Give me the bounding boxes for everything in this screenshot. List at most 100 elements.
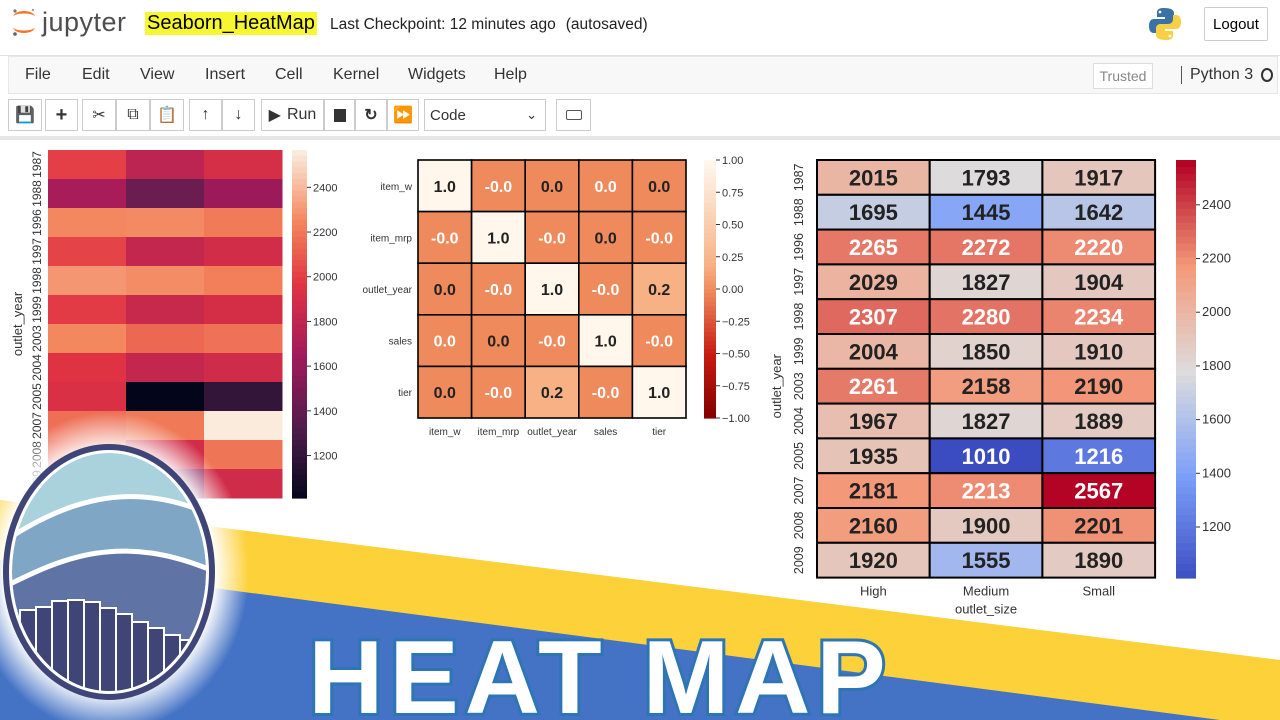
paste-button[interactable]: 📋 <box>150 99 184 131</box>
notebook-header: jupyter Seaborn_HeatMap Last Checkpoint:… <box>0 0 1280 56</box>
menu-file[interactable]: File <box>25 66 51 83</box>
interrupt-button[interactable] <box>324 99 355 131</box>
colorbar-segment <box>292 254 307 261</box>
restart-button[interactable]: ↻ <box>355 99 387 131</box>
colorbar-segment <box>1176 459 1196 468</box>
column-tick-label: sales <box>594 427 617 438</box>
heatmap-cell <box>417 313 473 368</box>
checkpoint-text: Last Checkpoint: 12 minutes ago <box>330 16 556 33</box>
heatmap-cell <box>48 324 127 354</box>
cell-annotation: 1917 <box>1074 165 1123 190</box>
menu-cell[interactable]: Cell <box>275 66 303 83</box>
colorbar-tick-label: 2200 <box>313 227 337 239</box>
menu-kernel[interactable]: Kernel <box>333 66 380 83</box>
colorbar-segment <box>704 237 716 243</box>
cell-annotation: 2004 <box>849 339 899 364</box>
colorbar-segment <box>704 332 716 337</box>
kernel-idle-icon <box>1261 68 1273 82</box>
colorbar-tick-label: 0.00 <box>722 284 743 296</box>
notebook-title[interactable]: Seaborn_HeatMap <box>145 12 317 35</box>
colorbar-segment <box>1176 564 1196 572</box>
row-tick-label: 2008 <box>30 441 44 468</box>
colorbar-segment <box>292 150 307 157</box>
colorbar-segment <box>704 280 716 286</box>
colorbar-segment <box>704 276 716 281</box>
menu-view[interactable]: View <box>140 66 175 83</box>
heatmap-cell <box>48 353 127 383</box>
column-tick-label: item_mrp <box>478 427 520 438</box>
colorbar-segment <box>1176 334 1196 342</box>
colorbar-segment <box>704 215 716 221</box>
colorbar-segment <box>1176 201 1196 210</box>
heatmap-rocket: 1987 1988 1996 1997 1998 1999 2003 2004 2005 2007… <box>10 150 337 499</box>
colorbar-segment <box>704 172 716 178</box>
python-logo-icon <box>1149 8 1181 40</box>
row-tick-label: 2005 <box>792 442 806 470</box>
heatmap-cell <box>204 179 283 209</box>
row-tick-label: sales <box>389 337 412 348</box>
heatmap-cell <box>126 295 205 325</box>
logout-button[interactable]: Logout <box>1204 7 1268 41</box>
colorbar-tick-label: −0.50 <box>722 349 750 361</box>
menu-insert[interactable]: Insert <box>205 66 246 83</box>
colorbar-segment <box>292 283 307 290</box>
cell-annotation: 0.0 <box>594 230 616 247</box>
colorbar-segment <box>292 428 307 435</box>
cell-annotation: 1.0 <box>487 230 509 247</box>
colorbar-segment <box>1176 173 1196 182</box>
colorbar-segment <box>1176 466 1196 475</box>
cell-annotation: 1890 <box>1074 548 1123 573</box>
menu-edit[interactable]: Edit <box>82 66 110 83</box>
save-button[interactable]: 💾 <box>8 99 42 131</box>
run-button[interactable]: ▶ Run <box>261 99 324 131</box>
trusted-indicator[interactable]: Trusted <box>1093 63 1153 89</box>
menu-widgets[interactable]: Widgets <box>408 66 466 83</box>
colorbar-segment <box>1176 299 1196 307</box>
x-axis-label: outlet_size <box>955 602 1017 617</box>
cell-type-select[interactable]: Code ⌄ <box>424 99 546 131</box>
colorbar-segment <box>1176 229 1196 238</box>
colorbar-segment <box>1176 529 1196 537</box>
insert-cell-button[interactable]: + <box>45 99 78 131</box>
menu-help[interactable]: Help <box>494 66 527 83</box>
colorbar-segment <box>292 445 307 453</box>
cell-annotation: -0.0 <box>592 385 620 402</box>
colorbar-segment <box>704 241 716 247</box>
colorbar-segment <box>704 314 716 320</box>
cell-annotation: 2158 <box>962 374 1011 399</box>
colorbar-segment <box>292 318 307 325</box>
jupyter-logo[interactable]: jupyter <box>10 6 127 38</box>
colorbar-segment <box>704 177 716 183</box>
heatmap-cell <box>417 365 473 419</box>
scissors-icon: ✂ <box>92 107 106 124</box>
cut-button[interactable]: ✂ <box>82 99 116 131</box>
cell-annotation: 1920 <box>849 548 898 573</box>
cell-annotation: 1.0 <box>594 334 616 351</box>
colorbar-segment <box>292 474 307 482</box>
move-down-button[interactable]: ↓ <box>222 99 255 131</box>
colorbar-segment <box>704 392 716 398</box>
cell-annotation: 2029 <box>849 270 898 295</box>
heatmap-cell <box>126 208 205 238</box>
colorbar-segment <box>1176 480 1196 489</box>
copy-button[interactable]: ⧉ <box>116 99 150 131</box>
colorbar-segment <box>704 220 716 226</box>
colorbar-segment <box>704 413 716 419</box>
cell-annotation: 2201 <box>1074 513 1123 538</box>
colorbar-segment <box>704 336 716 342</box>
heatmap-cell <box>524 262 580 316</box>
cell-annotation: 2261 <box>849 374 898 399</box>
move-up-button[interactable]: ↑ <box>189 99 222 131</box>
colorbar-segment <box>1176 445 1196 454</box>
colorbar-segment <box>704 362 716 367</box>
colorbar-segment <box>704 289 716 294</box>
colorbar-segment <box>1176 187 1196 196</box>
command-palette-button[interactable] <box>556 99 591 131</box>
menu-bar: File Edit View Insert Cell Kernel Widget… <box>8 56 1278 94</box>
cell-annotation: 2190 <box>1074 374 1123 399</box>
heatmap-cell <box>48 382 127 412</box>
colorbar-segment <box>292 358 307 366</box>
stop-icon <box>333 108 346 122</box>
restart-run-all-button[interactable]: ⏩ <box>387 99 419 131</box>
colorbar-segment <box>1176 160 1196 168</box>
